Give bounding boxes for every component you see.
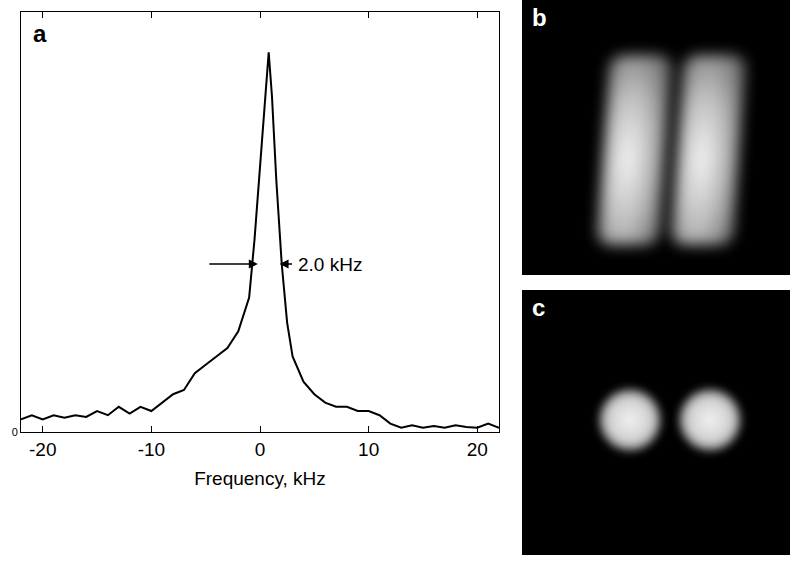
svg-text:0: 0 bbox=[255, 439, 266, 460]
svg-text:2.0 kHz: 2.0 kHz bbox=[298, 254, 362, 275]
svg-text:-10: -10 bbox=[138, 439, 165, 460]
svg-text:10: 10 bbox=[358, 439, 379, 460]
svg-text:Frequency, kHz: Frequency, kHz bbox=[194, 468, 326, 489]
svg-text:20: 20 bbox=[467, 439, 488, 460]
svg-text:-20: -20 bbox=[29, 439, 56, 460]
svg-text:0: 0 bbox=[12, 426, 18, 438]
html-text:b: b bbox=[532, 4, 547, 31]
html-text:c: c bbox=[532, 294, 546, 321]
svg-text:a: a bbox=[33, 20, 47, 47]
